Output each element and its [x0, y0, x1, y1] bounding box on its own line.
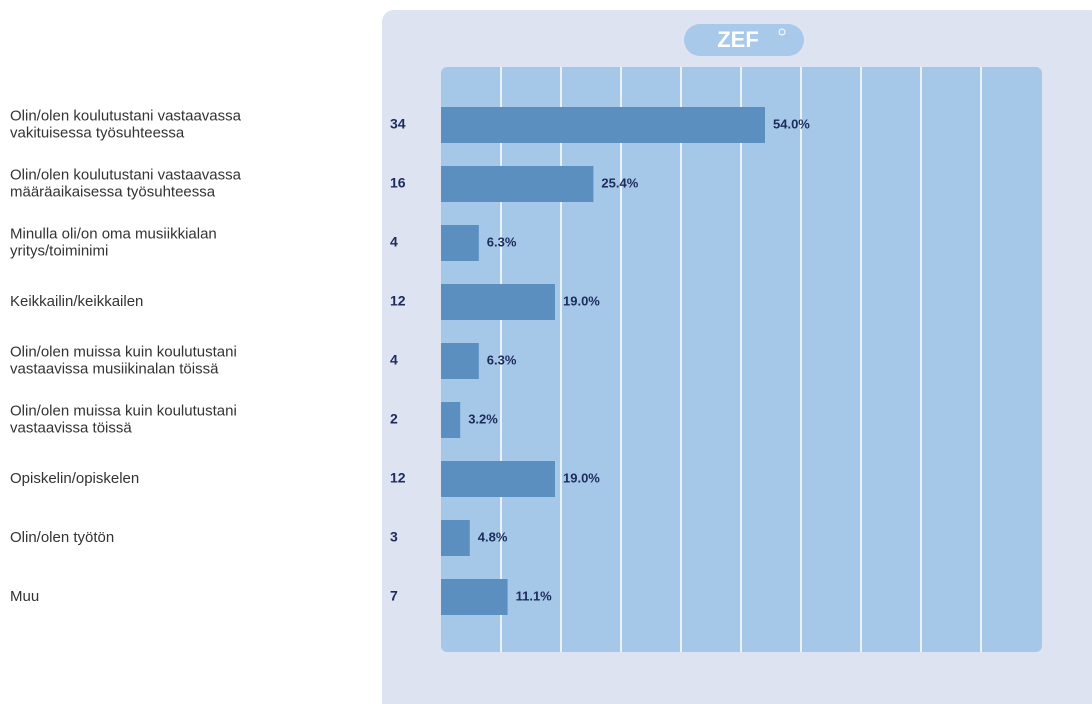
value-label: 3.2%: [468, 411, 498, 426]
value-label: 6.3%: [487, 234, 517, 249]
value-label: 6.3%: [487, 352, 517, 367]
count-label: 34: [390, 116, 406, 132]
registered-mark: [778, 28, 786, 36]
category-label: vakituisessa työsuhteessa: [10, 124, 185, 141]
count-label: 2: [390, 411, 398, 427]
category-label: Keikkailin/keikkailen: [10, 293, 143, 310]
category-label: Olin/olen muissa kuin koulutustani: [10, 402, 237, 419]
bar: [441, 402, 461, 438]
bar: [441, 284, 555, 320]
bar: [441, 461, 555, 497]
value-label: 25.4%: [601, 175, 638, 190]
category-label: Olin/olen koulutustani vastaavassa: [10, 107, 242, 124]
category-label: vastaavissa musiikinalan töissä: [10, 360, 219, 377]
value-label: 19.0%: [563, 470, 600, 485]
category-label: Olin/olen muissa kuin koulutustani: [10, 343, 237, 360]
count-label: 12: [390, 470, 406, 486]
bar: [441, 107, 765, 143]
category-label: vastaavissa töissä: [10, 419, 132, 436]
category-label: Minulla oli/on oma musiikkialan: [10, 225, 217, 242]
count-label: 12: [390, 293, 406, 309]
value-label: 54.0%: [773, 116, 810, 131]
count-label: 4: [390, 352, 398, 368]
bar: [441, 225, 479, 261]
bar: [441, 579, 508, 615]
bar: [441, 166, 594, 202]
logo-pill: [684, 24, 804, 56]
count-label: 3: [390, 529, 398, 545]
category-label: Opiskelin/opiskelen: [10, 470, 139, 487]
count-label: 16: [390, 175, 406, 191]
logo: ZEF: [717, 27, 759, 52]
count-label: 4: [390, 234, 398, 250]
category-label: Olin/olen työtön: [10, 529, 114, 546]
category-label: Muu: [10, 588, 39, 605]
category-label: määräaikaisessa työsuhteessa: [10, 183, 216, 200]
category-label: yritys/toiminimi: [10, 242, 108, 259]
category-label: Olin/olen koulutustani vastaavassa: [10, 166, 242, 183]
value-label: 4.8%: [478, 529, 508, 544]
bar: [441, 520, 470, 556]
value-label: 19.0%: [563, 293, 600, 308]
value-label: 11.1%: [516, 588, 553, 603]
bar: [441, 343, 479, 379]
count-label: 7: [390, 588, 398, 604]
